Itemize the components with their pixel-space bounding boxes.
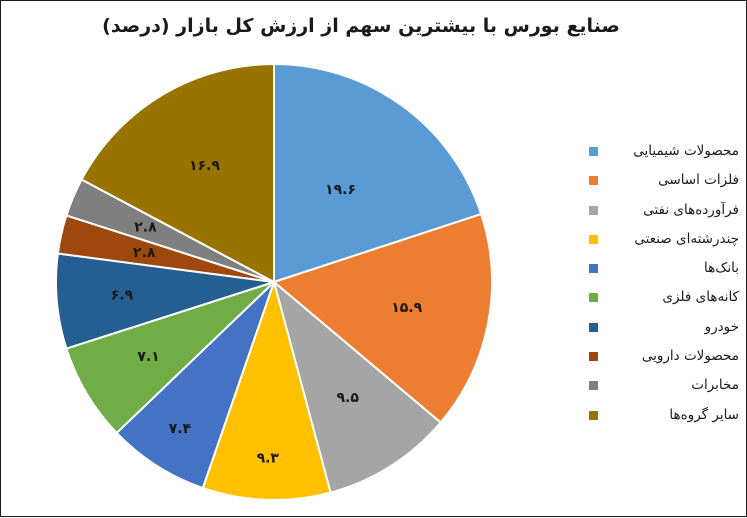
legend-item: محصولات شیمیایی: [589, 140, 739, 169]
data-label: ۲.۸: [133, 245, 156, 261]
legend-label: فلزات اساسی: [658, 172, 739, 189]
pie-slice: [271, 212, 493, 424]
pie-slice: [115, 281, 275, 490]
legend-label: محصولات شیمیایی: [633, 143, 739, 159]
legend-label: خودرو: [704, 318, 739, 335]
legend-swatch: [589, 205, 598, 215]
legend-label: مخابرات: [691, 377, 739, 394]
legend-item: محصولات دارویی: [589, 345, 739, 374]
data-label: ۱۶.۹: [189, 158, 220, 174]
data-label: ۹.۳: [257, 450, 280, 466]
legend-swatch: [589, 381, 598, 391]
chart-title: صنایع بورس با بیشترین سهم از ارزش کل باز…: [102, 15, 620, 37]
legend-item: کانه‌های فلزی: [589, 286, 739, 315]
legend-label: چندرشته‌ای صنعتی: [634, 230, 739, 247]
pie-slice: [201, 278, 332, 501]
pie-slice: [65, 281, 275, 435]
legend-label: سایر گروه‌ها: [669, 406, 739, 423]
legend-swatch: [589, 293, 598, 303]
legend-swatch: [589, 176, 598, 186]
legend-item: خودرو: [589, 316, 739, 345]
data-label: ۷.۴: [169, 421, 192, 437]
data-label: ۹.۵: [336, 390, 359, 406]
legend-swatch: [589, 352, 598, 362]
pie-slice: [80, 62, 275, 284]
legend: محصولات شیمیایی فلزات اساسی فرآورده‌های نف…: [589, 140, 739, 433]
legend-label: کانه‌های فلزی: [662, 289, 739, 306]
pie-slice: [272, 279, 443, 494]
legend-swatch: [589, 322, 598, 332]
legend-item: سایر گروه‌ها: [589, 404, 739, 433]
legend-item: فلزات اساسی: [589, 169, 739, 198]
data-label: ۷.۱: [137, 349, 159, 365]
legend-item: مخابرات: [589, 374, 739, 403]
data-label: ۲.۸: [134, 220, 157, 236]
data-label: ۱۹.۶: [325, 182, 356, 198]
legend-label: بانک‌ها: [704, 260, 739, 277]
legend-swatch: [589, 147, 598, 156]
legend-item: فرآورده‌های نفتی: [589, 199, 739, 228]
pie-slice: [273, 62, 483, 284]
legend-swatch: [589, 234, 598, 244]
legend-swatch: [589, 410, 598, 420]
legend-label: فرآورده‌های نفتی: [643, 201, 739, 218]
legend-item: بانک‌ها: [589, 257, 739, 286]
data-label: ۱۵.۹: [391, 300, 422, 316]
legend-label: محصولات دارویی: [641, 348, 739, 365]
pie-chart: ۱۹.۶ ۱۵.۹ ۹.۵ ۹.۳ ۷.۴ ۷.۱ ۶.۹ ۲.۸ ۲.۸ ۱۶.۹: [55, 62, 493, 501]
legend-item: چندرشته‌ای صنعتی: [589, 228, 739, 257]
legend-swatch: [589, 264, 598, 274]
data-label: ۶.۹: [111, 288, 134, 304]
